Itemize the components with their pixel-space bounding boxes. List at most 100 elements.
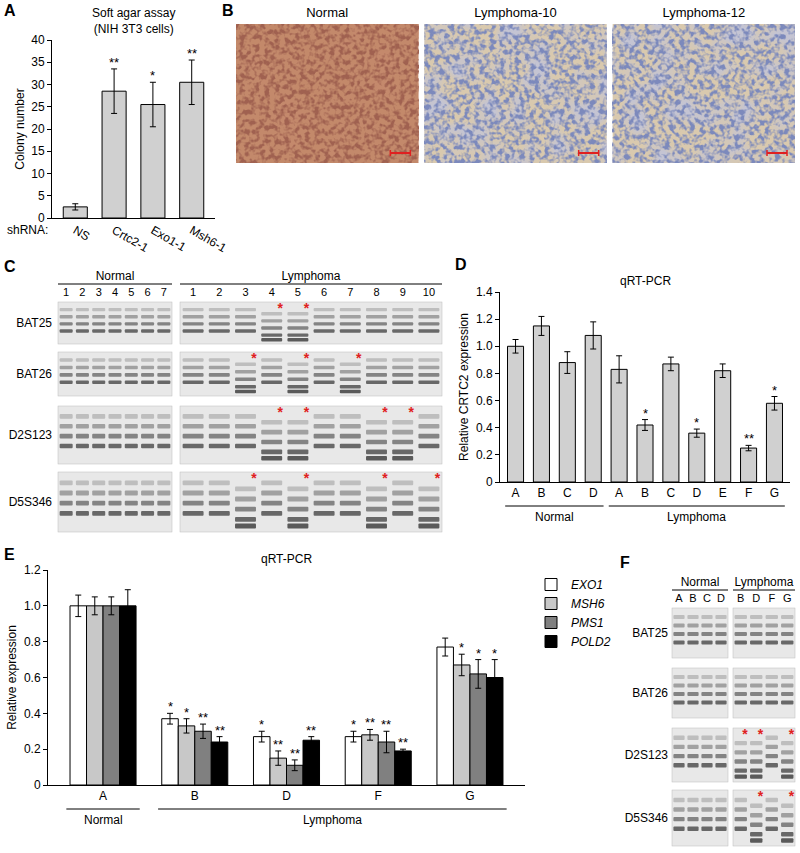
svg-text:7: 7 [347, 286, 353, 298]
svg-text:*: * [476, 646, 481, 661]
svg-text:*: * [382, 404, 388, 420]
svg-text:Lymphoma: Lymphoma [282, 269, 341, 283]
svg-text:*: * [643, 406, 648, 421]
svg-text:10: 10 [423, 286, 435, 298]
svg-text:0.6: 0.6 [24, 671, 41, 685]
svg-text:B: B [641, 486, 649, 500]
svg-text:Relative CRTC2 expression: Relative CRTC2 expression [457, 313, 471, 461]
svg-text:NS: NS [71, 223, 92, 243]
svg-text:5: 5 [128, 286, 134, 298]
svg-text:*: * [304, 350, 310, 366]
svg-text:D5S346: D5S346 [9, 495, 53, 509]
svg-text:C: C [4, 258, 16, 275]
svg-text:1.4: 1.4 [476, 285, 493, 299]
svg-text:0.2: 0.2 [476, 448, 493, 462]
svg-text:0: 0 [34, 778, 41, 792]
svg-text:Lymphoma-12: Lymphoma-12 [663, 5, 746, 20]
svg-text:Lymphoma-10: Lymphoma-10 [474, 5, 557, 20]
svg-text:5: 5 [38, 189, 45, 203]
svg-text:30: 30 [31, 78, 45, 92]
svg-text:**: ** [306, 723, 316, 738]
svg-text:B: B [737, 592, 744, 604]
svg-text:*: * [772, 383, 777, 398]
svg-text:**: ** [109, 55, 119, 70]
svg-text:D2S123: D2S123 [9, 428, 53, 442]
svg-text:*: * [168, 699, 173, 714]
svg-text:qRT-PCR: qRT-PCR [620, 274, 671, 288]
svg-text:5: 5 [295, 286, 301, 298]
svg-text:0: 0 [38, 211, 45, 225]
svg-text:**: ** [290, 746, 300, 761]
svg-text:*: * [304, 300, 310, 316]
svg-text:BAT25: BAT25 [632, 626, 668, 640]
svg-text:40: 40 [31, 33, 45, 47]
svg-text:0.4: 0.4 [476, 421, 493, 435]
svg-text:*: * [408, 404, 414, 420]
svg-text:1.2: 1.2 [24, 563, 41, 577]
svg-text:**: ** [215, 723, 225, 738]
svg-text:D2S123: D2S123 [625, 748, 669, 762]
svg-text:0.2: 0.2 [24, 742, 41, 756]
svg-text:*: * [789, 726, 795, 742]
svg-text:shRNA:: shRNA: [7, 223, 48, 237]
svg-text:Normal: Normal [535, 510, 574, 524]
svg-text:0.6: 0.6 [476, 394, 493, 408]
svg-text:*: * [251, 350, 257, 366]
svg-text:*: * [694, 415, 699, 430]
svg-text:2: 2 [216, 286, 222, 298]
svg-text:0.8: 0.8 [476, 367, 493, 381]
svg-text:A: A [99, 789, 107, 803]
svg-text:*: * [251, 470, 257, 486]
svg-text:E: E [4, 546, 15, 563]
svg-text:6: 6 [321, 286, 327, 298]
svg-text:15: 15 [31, 144, 45, 158]
svg-text:9: 9 [400, 286, 406, 298]
svg-text:E: E [719, 486, 727, 500]
svg-text:D: D [589, 486, 598, 500]
svg-text:A: A [675, 592, 683, 604]
svg-text:1: 1 [63, 286, 69, 298]
svg-text:10: 10 [31, 167, 45, 181]
svg-text:**: ** [187, 46, 197, 61]
svg-text:35: 35 [31, 55, 45, 69]
svg-text:qRT-PCR: qRT-PCR [261, 552, 312, 566]
svg-text:Normal: Normal [306, 5, 348, 20]
svg-text:Lymphoma: Lymphoma [303, 813, 362, 827]
svg-text:*: * [382, 470, 388, 486]
svg-text:*: * [150, 68, 155, 83]
svg-text:*: * [259, 717, 264, 732]
svg-text:3: 3 [242, 286, 248, 298]
svg-text:*: * [758, 788, 764, 804]
svg-text:*: * [304, 404, 310, 420]
svg-text:C: C [667, 486, 676, 500]
svg-text:*: * [492, 646, 497, 661]
svg-text:B: B [222, 2, 234, 19]
svg-text:BAT25: BAT25 [16, 316, 52, 330]
svg-text:Lymphoma: Lymphoma [735, 575, 794, 589]
svg-text:G: G [770, 486, 779, 500]
svg-text:F: F [745, 486, 752, 500]
svg-text:0.4: 0.4 [24, 707, 41, 721]
svg-text:**: ** [398, 735, 408, 750]
svg-text:1.0: 1.0 [476, 339, 493, 353]
svg-text:**: ** [365, 715, 375, 730]
svg-text:1: 1 [190, 286, 196, 298]
svg-text:PMS1: PMS1 [571, 616, 604, 630]
svg-text:4: 4 [269, 286, 275, 298]
svg-text:MSH6: MSH6 [571, 597, 605, 611]
svg-text:Soft agar assay(NIH 3T3 cells): Soft agar assay(NIH 3T3 cells) [92, 6, 175, 36]
svg-text:1.0: 1.0 [24, 599, 41, 613]
svg-text:A: A [615, 486, 623, 500]
svg-text:*: * [351, 717, 356, 732]
svg-text:8: 8 [373, 286, 379, 298]
svg-text:**: ** [273, 737, 283, 752]
svg-text:**: ** [381, 717, 391, 732]
svg-text:7: 7 [161, 286, 167, 298]
svg-text:*: * [277, 404, 283, 420]
svg-text:Lymphoma: Lymphoma [667, 510, 726, 524]
svg-text:EXO1: EXO1 [571, 578, 603, 592]
svg-text:F: F [375, 789, 382, 803]
svg-text:D5S346: D5S346 [625, 811, 669, 825]
svg-text:0: 0 [486, 475, 493, 489]
svg-text:4: 4 [112, 286, 118, 298]
